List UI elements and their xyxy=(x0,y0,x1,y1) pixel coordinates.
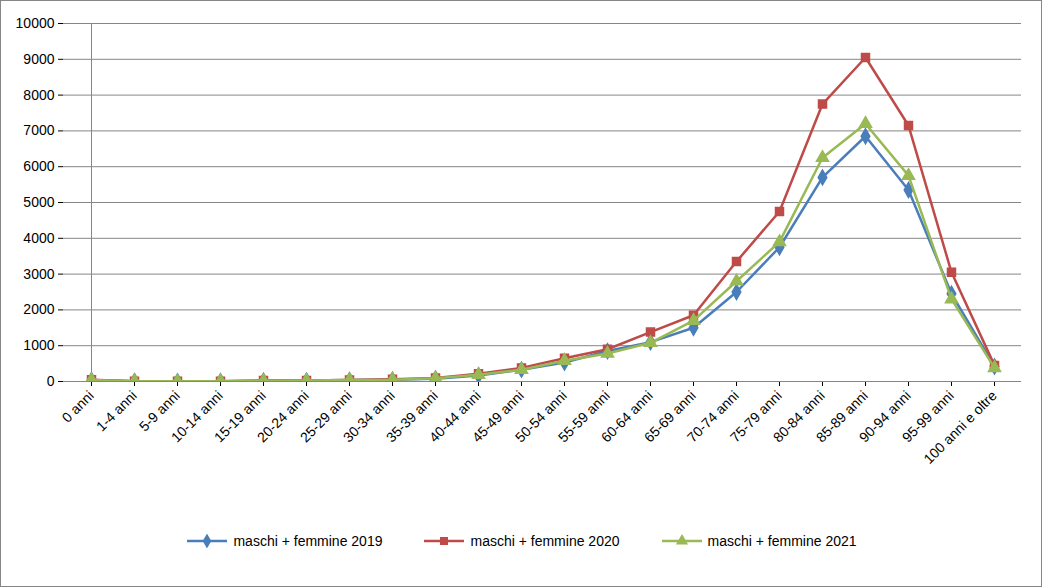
svg-text:30-34 anni: 30-34 anni xyxy=(339,387,398,446)
svg-text:5-9 anni: 5-9 anni xyxy=(135,387,183,435)
svg-text:5000: 5000 xyxy=(23,194,54,210)
svg-text:1-4 anni: 1-4 anni xyxy=(93,387,140,434)
svg-text:10-14 anni: 10-14 anni xyxy=(167,387,226,446)
svg-text:90-94 anni: 90-94 anni xyxy=(855,387,914,446)
svg-text:20-24 anni: 20-24 anni xyxy=(253,387,312,446)
svg-text:0: 0 xyxy=(47,373,55,389)
svg-text:25-29 anni: 25-29 anni xyxy=(296,387,355,446)
svg-text:7000: 7000 xyxy=(23,122,54,138)
html-text:maschi + femmine 2021: maschi + femmine 2021 xyxy=(707,533,857,549)
svg-text:35-39 anni: 35-39 anni xyxy=(382,387,441,446)
svg-text:0 anni: 0 anni xyxy=(58,387,96,425)
html-text:maschi + femmine 2019: maschi + femmine 2019 xyxy=(233,533,383,549)
svg-text:3000: 3000 xyxy=(23,266,54,282)
svg-text:100 anni e oltre: 100 anni e oltre xyxy=(920,387,1000,467)
svg-text:65-69 anni: 65-69 anni xyxy=(640,387,699,446)
svg-text:6000: 6000 xyxy=(23,158,54,174)
svg-text:45-49 anni: 45-49 anni xyxy=(468,387,527,446)
svg-text:95-99 anni: 95-99 anni xyxy=(898,387,957,446)
svg-text:40-44 anni: 40-44 anni xyxy=(425,387,484,446)
svg-text:10000: 10000 xyxy=(16,15,55,31)
svg-text:50-54 anni: 50-54 anni xyxy=(511,387,570,446)
svg-text:70-74 anni: 70-74 anni xyxy=(683,387,742,446)
svg-text:1000: 1000 xyxy=(23,337,54,353)
svg-text:80-84 anni: 80-84 anni xyxy=(769,387,828,446)
svg-text:75-79 anni: 75-79 anni xyxy=(726,387,785,446)
svg-text:9000: 9000 xyxy=(23,51,54,67)
svg-text:85-89 anni: 85-89 anni xyxy=(812,387,871,446)
svg-text:2000: 2000 xyxy=(23,301,54,317)
svg-text:15-19 anni: 15-19 anni xyxy=(210,387,269,446)
svg-text:55-59 anni: 55-59 anni xyxy=(554,387,613,446)
html-text:maschi + femmine 2020: maschi + femmine 2020 xyxy=(470,533,620,549)
svg-text:8000: 8000 xyxy=(23,87,54,103)
svg-text:60-64 anni: 60-64 anni xyxy=(597,387,656,446)
svg-text:4000: 4000 xyxy=(23,230,54,246)
